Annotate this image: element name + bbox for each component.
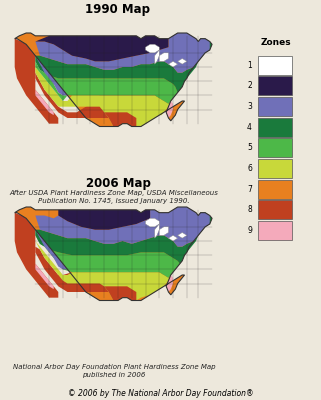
Polygon shape — [166, 275, 173, 292]
Bar — [258, 221, 292, 240]
Polygon shape — [35, 73, 164, 118]
Text: 3: 3 — [247, 102, 252, 111]
Bar — [258, 159, 292, 178]
Polygon shape — [35, 61, 178, 104]
Polygon shape — [35, 36, 169, 61]
Text: 6: 6 — [247, 164, 252, 173]
Polygon shape — [169, 61, 178, 67]
Polygon shape — [166, 101, 173, 118]
Polygon shape — [35, 241, 173, 300]
Polygon shape — [145, 218, 159, 227]
Polygon shape — [58, 210, 150, 230]
Text: 5: 5 — [247, 143, 252, 152]
Polygon shape — [35, 235, 180, 278]
Bar — [258, 56, 292, 75]
Text: 9: 9 — [247, 226, 252, 235]
Polygon shape — [35, 207, 210, 247]
Polygon shape — [15, 33, 212, 126]
Polygon shape — [35, 90, 54, 115]
Text: Zones: Zones — [261, 38, 291, 47]
Bar — [258, 118, 292, 137]
Polygon shape — [35, 44, 72, 90]
Text: After USDA Plant Hardiness Zone Map, USDA Miscellaneous
Publication No. 1745, Is: After USDA Plant Hardiness Zone Map, USD… — [10, 190, 218, 204]
Polygon shape — [15, 39, 58, 124]
Title: 2006 Map: 2006 Map — [85, 177, 151, 190]
Text: 8: 8 — [247, 205, 252, 214]
Text: 7: 7 — [247, 185, 252, 194]
Polygon shape — [35, 67, 173, 126]
Polygon shape — [159, 227, 169, 235]
Polygon shape — [35, 230, 67, 269]
Text: 1: 1 — [247, 61, 252, 70]
Text: 2: 2 — [247, 81, 252, 90]
Polygon shape — [35, 213, 212, 264]
Polygon shape — [155, 224, 159, 238]
Polygon shape — [178, 58, 187, 64]
Bar — [258, 138, 292, 157]
Polygon shape — [35, 247, 164, 292]
Text: © 2006 by The National Arbor Day Foundation®: © 2006 by The National Arbor Day Foundat… — [68, 389, 253, 398]
Polygon shape — [178, 232, 187, 238]
Polygon shape — [35, 218, 72, 264]
Text: 4: 4 — [247, 123, 252, 132]
Bar — [258, 97, 292, 116]
Polygon shape — [145, 44, 159, 53]
Polygon shape — [35, 39, 212, 92]
Polygon shape — [104, 112, 136, 126]
Bar — [258, 180, 292, 199]
Polygon shape — [169, 235, 178, 241]
Polygon shape — [104, 286, 136, 300]
Bar — [258, 76, 292, 95]
Polygon shape — [155, 50, 159, 64]
Title: 1990 Map: 1990 Map — [85, 3, 151, 16]
Polygon shape — [35, 56, 67, 95]
Polygon shape — [35, 33, 210, 73]
Polygon shape — [159, 53, 169, 61]
Text: National Arbor Day Foundation Plant Hardiness Zone Map
published in 2006: National Arbor Day Foundation Plant Hard… — [13, 364, 215, 378]
Polygon shape — [15, 207, 212, 300]
Polygon shape — [35, 264, 54, 289]
Bar — [258, 200, 292, 219]
Polygon shape — [15, 213, 58, 298]
